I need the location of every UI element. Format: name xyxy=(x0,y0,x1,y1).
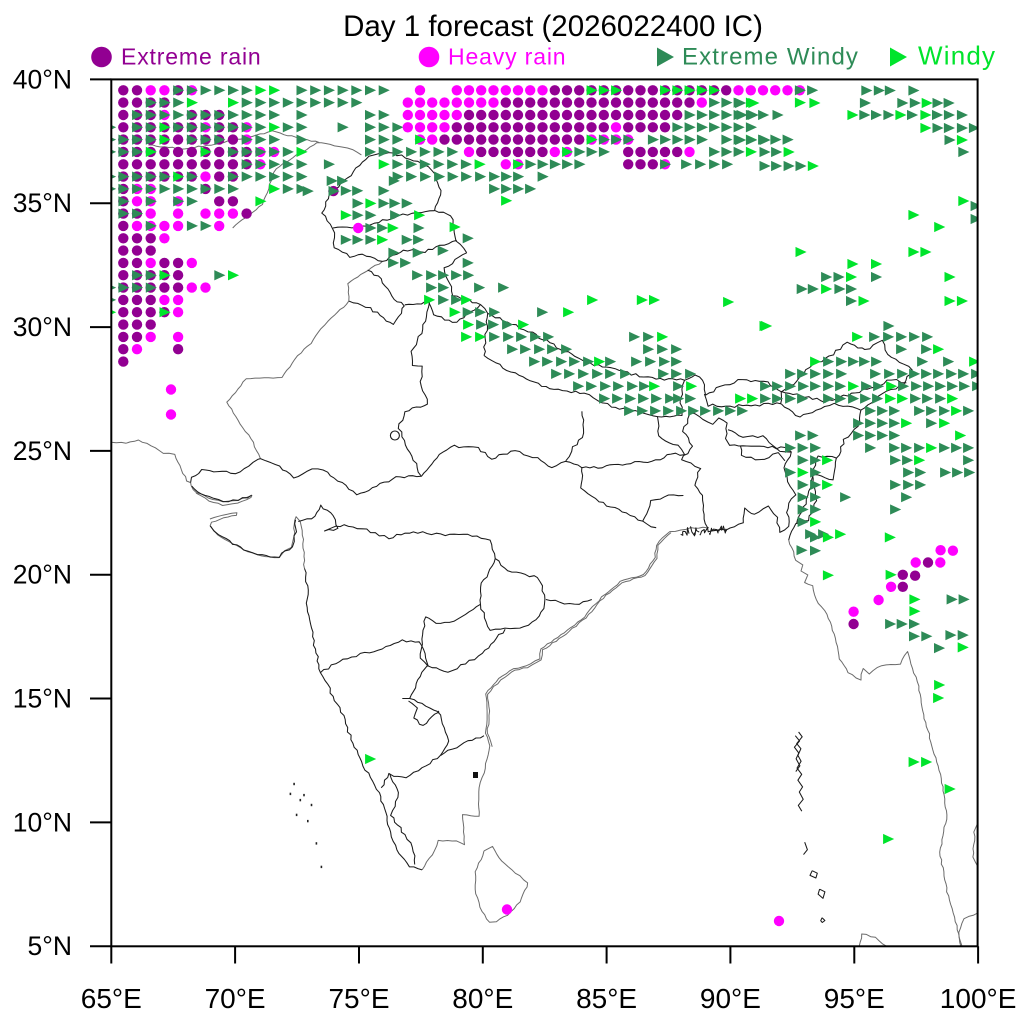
svg-text:80°E: 80°E xyxy=(452,983,513,1014)
svg-text:85°E: 85°E xyxy=(576,983,637,1014)
svg-text:70°E: 70°E xyxy=(205,983,266,1014)
svg-text:10°N: 10°N xyxy=(13,807,72,837)
svg-text:Windy: Windy xyxy=(918,41,996,71)
svg-text:20°N: 20°N xyxy=(13,560,72,590)
svg-text:30°N: 30°N xyxy=(13,312,72,342)
svg-text:25°N: 25°N xyxy=(13,436,72,466)
svg-text:5°N: 5°N xyxy=(28,931,72,961)
svg-text:35°N: 35°N xyxy=(13,188,72,218)
svg-text:65°E: 65°E xyxy=(81,983,142,1014)
svg-text:15°N: 15°N xyxy=(13,684,72,714)
svg-text:Day 1 forecast (2026022400 IC): Day 1 forecast (2026022400 IC) xyxy=(343,10,763,43)
svg-text:90°E: 90°E xyxy=(700,983,761,1014)
svg-text:75°E: 75°E xyxy=(328,983,389,1014)
svg-text:100°E: 100°E xyxy=(940,983,1017,1014)
svg-text:40°N: 40°N xyxy=(13,64,72,94)
svg-text:Extreme Windy: Extreme Windy xyxy=(682,44,859,71)
svg-text:Extreme rain: Extreme rain xyxy=(121,44,262,70)
svg-text:Heavy rain: Heavy rain xyxy=(448,44,566,70)
svg-text:95°E: 95°E xyxy=(824,983,885,1014)
